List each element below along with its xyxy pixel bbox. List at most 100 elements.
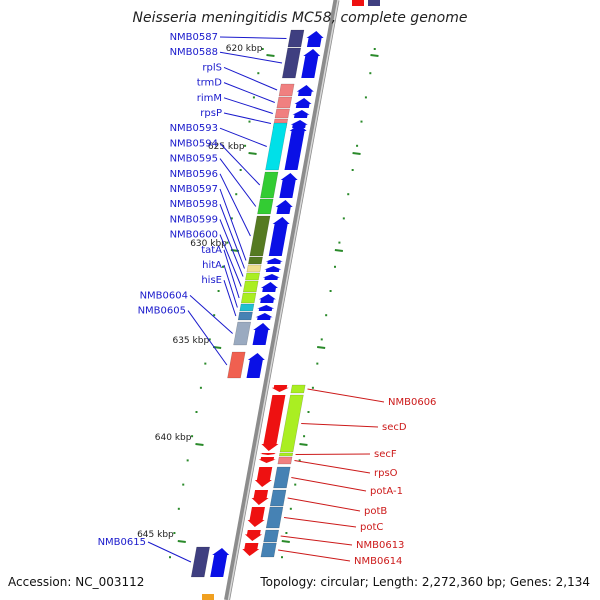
forward-arrow: [210, 548, 230, 577]
forward-arrow: [246, 353, 265, 378]
forward-arrow: [265, 258, 283, 264]
forward-arrow: [257, 305, 275, 311]
minor-tick: [186, 459, 189, 462]
gene-label: NMB0587: [170, 32, 218, 43]
cog-box: [265, 506, 284, 529]
minor-tick: [342, 217, 345, 220]
gene-label: NMB0599: [170, 214, 218, 225]
label-leader: [219, 204, 245, 269]
minor-tick: [280, 556, 283, 559]
label-leader: [147, 541, 192, 563]
gene-labels: NMB0587 NMB0588 rplS trmD rimM rpsP NMB0593 NMB…: [98, 32, 437, 567]
forward-arrow: [284, 124, 307, 170]
kbp-tick-outer: [281, 540, 290, 543]
cog-box: [248, 256, 263, 265]
minor-tick: [168, 556, 171, 559]
cog-box: [265, 122, 288, 171]
reverse-arrow: [258, 457, 276, 463]
minor-tick: [226, 241, 229, 244]
reverse-gene-potC: [247, 506, 284, 529]
label-leader: [278, 549, 351, 562]
label-leader: [223, 112, 272, 124]
forward-gene-hitA: [239, 303, 275, 312]
minor-tick: [316, 362, 319, 365]
gene-label: secD: [382, 422, 407, 433]
label-leader: [219, 173, 251, 237]
gene-label: trmD: [197, 78, 223, 89]
minor-tick: [244, 144, 247, 147]
gene-features: [190, 0, 380, 600]
gene-label: rpsP: [200, 108, 222, 119]
label-leader: [307, 388, 385, 403]
kbp-label: 640 kbp: [155, 433, 192, 443]
reverse-arrow: [271, 385, 289, 392]
label-leader: [280, 535, 353, 546]
gene-label: NMB0613: [356, 540, 404, 551]
edge-feature-bottom: [202, 594, 214, 600]
minor-tick: [285, 532, 288, 534]
minor-tick: [252, 96, 255, 99]
kbp-label: 645 kbp: [137, 530, 174, 540]
forward-arrow: [255, 313, 273, 320]
cog-box: [260, 171, 279, 199]
label-leader: [223, 249, 240, 299]
gene-label: NMB0600: [170, 230, 218, 241]
cog-box: [281, 47, 302, 79]
kbp-tick: [266, 54, 275, 57]
kbp-tick-outer: [317, 346, 326, 349]
reverse-gene-potA-1: [254, 466, 291, 489]
gene-label: rpsO: [374, 468, 398, 479]
label-leader: [219, 219, 244, 277]
kbp-label: 625 kbp: [208, 142, 245, 152]
label-leader: [223, 264, 238, 308]
backbone-line: [224, 0, 340, 600]
minor-tick: [261, 48, 264, 50]
forward-arrow: [275, 200, 293, 214]
gene-label: hitA: [202, 260, 222, 271]
forward-arrow: [290, 120, 308, 128]
label-leader: [219, 234, 242, 287]
minor-tick: [213, 314, 216, 317]
forward-gene-NMB0600: [242, 280, 278, 293]
reverse-arrow: [251, 490, 269, 505]
label-leader: [187, 310, 228, 366]
minor-tick: [173, 532, 176, 534]
minor-tick: [204, 362, 207, 365]
cog-box: [277, 456, 293, 465]
reverse-arrow: [261, 395, 286, 451]
minor-tick: [369, 72, 372, 75]
gene-label: NMB0594: [170, 138, 218, 149]
minor-tick: [320, 338, 323, 341]
label-leader: [219, 51, 283, 64]
kbp-tick: [248, 152, 257, 155]
forward-gene-trmD: [276, 96, 312, 109]
reverse-arrow: [254, 467, 273, 487]
gene-label: NMB0597: [170, 184, 218, 195]
minor-tick: [303, 435, 306, 438]
forward-arrow: [264, 266, 282, 272]
cog-box: [274, 108, 290, 119]
kbp-label: 635 kbp: [172, 336, 209, 346]
label-leader: [189, 295, 233, 334]
minor-ticks: [168, 48, 376, 559]
forward-gene-NMB0599: [245, 272, 280, 281]
label-leader: [301, 423, 379, 428]
minor-tick: [248, 120, 251, 123]
reverse-gene-potB: [251, 489, 287, 507]
reverse-gene-secF: [259, 452, 294, 457]
forward-gene-NMB0604: [233, 321, 271, 346]
minor-tick: [191, 435, 194, 438]
reverse-arrow: [247, 507, 265, 527]
minor-tick: [235, 193, 238, 196]
forward-gene-rimM: [274, 108, 310, 119]
minor-tick: [351, 169, 354, 171]
gene-label: NMB0604: [140, 290, 188, 301]
label-leader: [294, 460, 371, 474]
reverse-gene-rpsO: [258, 456, 293, 465]
forward-arrow: [301, 49, 321, 78]
label-leader: [219, 127, 267, 147]
cog-box: [240, 292, 257, 304]
minor-tick: [298, 459, 301, 462]
minor-tick: [364, 96, 367, 99]
